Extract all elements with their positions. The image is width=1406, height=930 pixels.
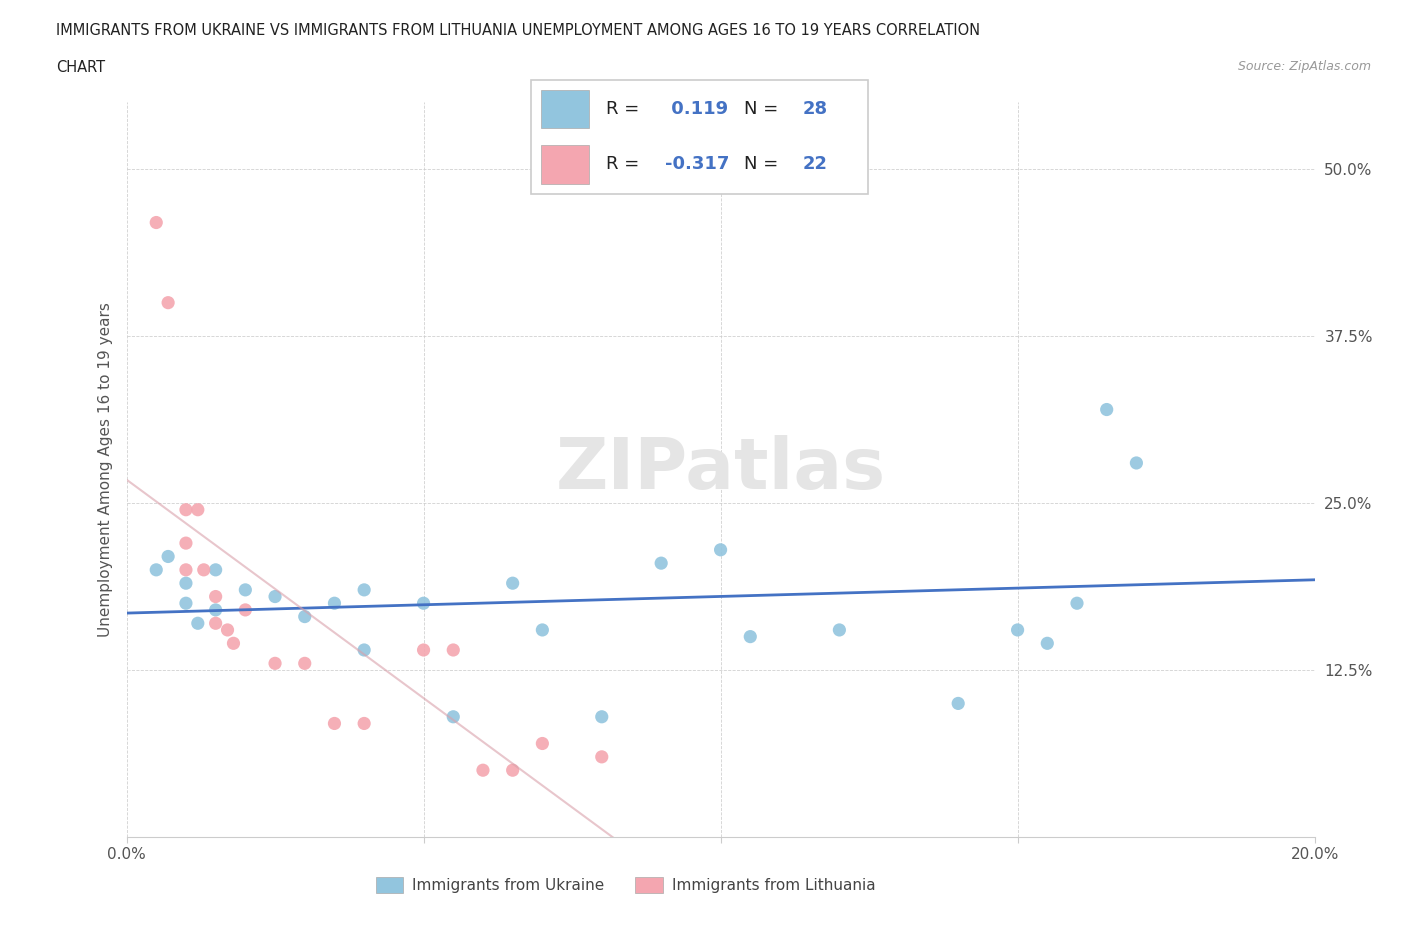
- Point: [441, 643, 464, 658]
- Text: N =: N =: [744, 155, 785, 174]
- Point: [157, 295, 180, 310]
- Text: 0.119: 0.119: [665, 100, 728, 118]
- FancyBboxPatch shape: [530, 80, 869, 194]
- Text: 22: 22: [803, 155, 828, 174]
- Point: [1095, 402, 1118, 417]
- Point: [1125, 456, 1147, 471]
- Text: -0.317: -0.317: [665, 155, 730, 174]
- Point: [531, 736, 554, 751]
- Point: [233, 582, 256, 597]
- Point: [323, 716, 346, 731]
- Text: R =: R =: [606, 100, 645, 118]
- Point: [353, 716, 375, 731]
- Point: [502, 763, 524, 777]
- Text: IMMIGRANTS FROM UKRAINE VS IMMIGRANTS FROM LITHUANIA UNEMPLOYMENT AMONG AGES 16 : IMMIGRANTS FROM UKRAINE VS IMMIGRANTS FR…: [56, 23, 980, 38]
- Point: [264, 656, 287, 671]
- Text: CHART: CHART: [56, 60, 105, 75]
- Text: N =: N =: [744, 100, 785, 118]
- Point: [591, 710, 613, 724]
- Point: [740, 630, 762, 644]
- Point: [187, 616, 209, 631]
- Point: [412, 596, 434, 611]
- Point: [204, 589, 226, 604]
- Point: [204, 616, 226, 631]
- Text: 28: 28: [803, 100, 828, 118]
- Point: [441, 710, 464, 724]
- Point: [591, 750, 613, 764]
- Point: [145, 215, 167, 230]
- Point: [709, 542, 731, 557]
- Point: [294, 656, 316, 671]
- Point: [174, 563, 197, 578]
- Point: [187, 502, 209, 517]
- Point: [1066, 596, 1088, 611]
- Point: [948, 696, 970, 711]
- Point: [471, 763, 495, 777]
- FancyBboxPatch shape: [541, 89, 589, 128]
- Point: [204, 603, 226, 618]
- Point: [353, 643, 375, 658]
- Text: ZIPatlas: ZIPatlas: [555, 435, 886, 504]
- Point: [217, 622, 239, 637]
- Point: [264, 589, 287, 604]
- Point: [353, 582, 375, 597]
- Point: [412, 643, 434, 658]
- Point: [174, 576, 197, 591]
- Text: R =: R =: [606, 155, 645, 174]
- Point: [502, 576, 524, 591]
- Point: [650, 556, 672, 571]
- Point: [1007, 622, 1029, 637]
- Point: [828, 622, 851, 637]
- Point: [323, 596, 346, 611]
- Point: [174, 502, 197, 517]
- Point: [157, 549, 180, 564]
- Point: [531, 622, 554, 637]
- Point: [145, 563, 167, 578]
- FancyBboxPatch shape: [541, 145, 589, 184]
- Point: [222, 636, 245, 651]
- Point: [294, 609, 316, 624]
- Y-axis label: Unemployment Among Ages 16 to 19 years: Unemployment Among Ages 16 to 19 years: [97, 302, 112, 637]
- Point: [204, 563, 226, 578]
- Point: [1036, 636, 1059, 651]
- Point: [174, 596, 197, 611]
- Text: Source: ZipAtlas.com: Source: ZipAtlas.com: [1237, 60, 1371, 73]
- Point: [174, 536, 197, 551]
- Point: [193, 563, 215, 578]
- Legend: Immigrants from Ukraine, Immigrants from Lithuania: Immigrants from Ukraine, Immigrants from…: [370, 871, 882, 899]
- Point: [233, 603, 256, 618]
